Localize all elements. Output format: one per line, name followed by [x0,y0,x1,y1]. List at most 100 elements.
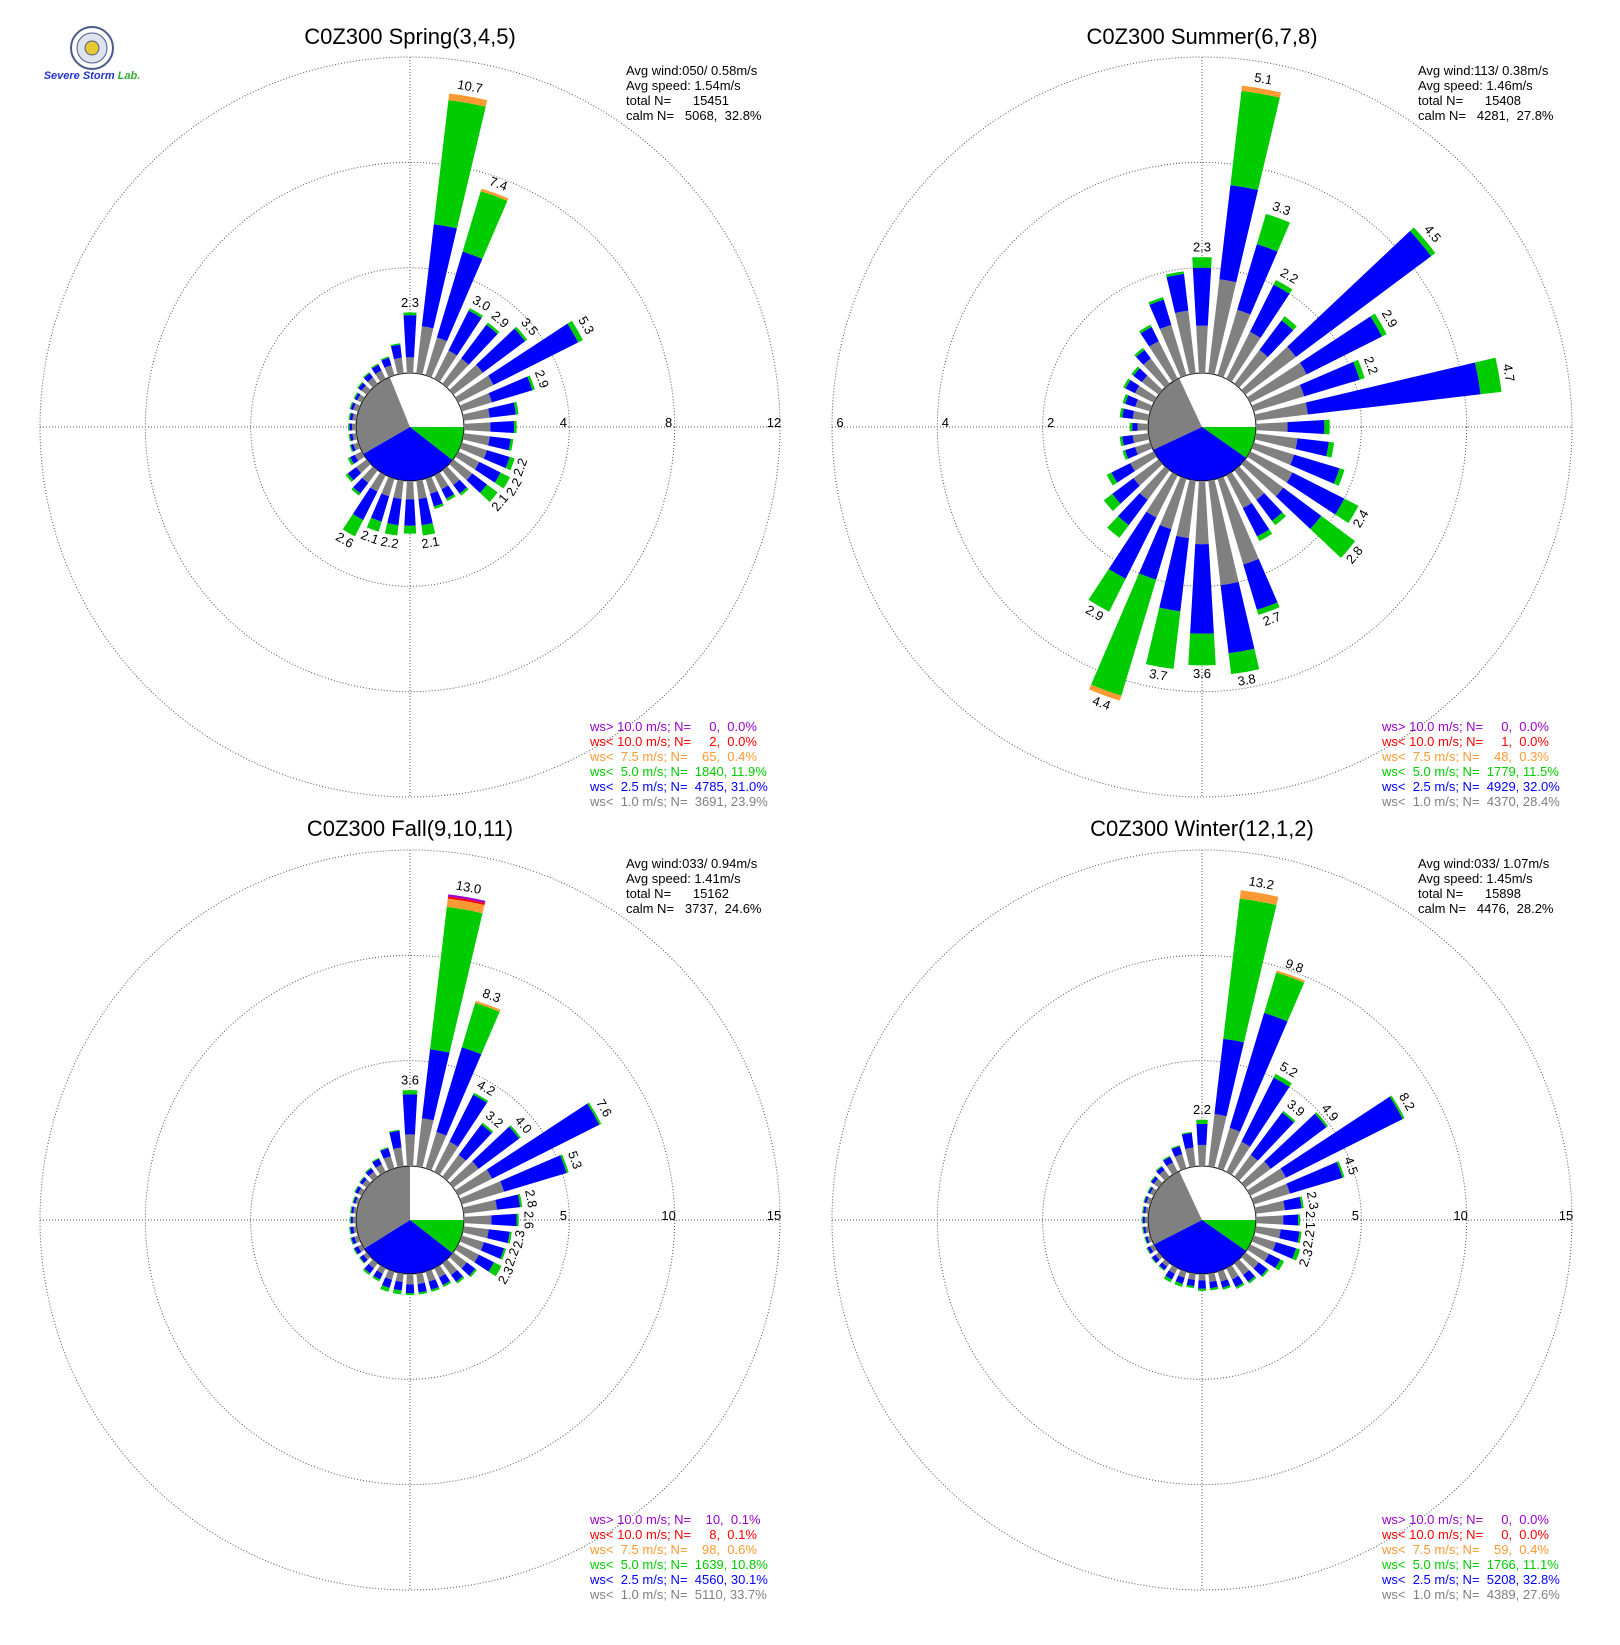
ring-label: 6 [836,415,843,430]
bar-segment-gray [1208,1272,1217,1283]
wind-bar: 2.3 [462,1226,528,1249]
bar-segment-gray [1208,1114,1227,1168]
bar-segment-green [516,1213,519,1227]
bar-segment-blue [354,1246,362,1255]
bar-segment-blue [1295,438,1329,457]
calm-pie-slice [1202,373,1256,427]
bar-segment-blue [349,454,359,464]
calm-pie-slice [1179,1166,1202,1220]
legend-entry: ws> 10.0 m/s; N= 0, 0.0% [589,719,757,734]
bar-segment-gray [1146,1196,1153,1205]
bar-segment-gray [405,1134,415,1167]
wind-bar [1186,1272,1196,1289]
wind-bar: 9.8 [1217,956,1306,1171]
bar-segment-blue [1290,454,1340,484]
calm-pie-slice [1179,373,1202,427]
bar-segment-green [1103,493,1121,511]
bar-segment-gray [1197,1144,1207,1167]
wind-bar [449,1252,477,1278]
bar-segment-gray [1234,1154,1258,1181]
wind-bar [463,420,517,434]
wind-bar [380,356,395,378]
bar-segment-gray [416,326,434,375]
bar-segment-green [1272,512,1286,526]
bar-segment-blue [1264,1113,1327,1169]
bar-segment-green [1144,1237,1148,1244]
wind-bar [434,472,456,502]
bar-segment-blue [491,1213,517,1227]
bar-segment-gray [1254,402,1308,421]
bar-segment-gray [442,466,460,486]
bar-segment-gray [462,1226,489,1239]
bar-segment-blue [1112,478,1140,504]
calm-pie-slice [364,1220,453,1274]
bar-segment-blue [453,479,467,494]
bar-segment-gray [1217,476,1259,565]
bar-segment-green [468,308,484,319]
bar-total-label: 2.9 [532,368,552,390]
wind-bar: 4.5 [1251,1155,1361,1205]
bar-segment-gray [1255,422,1288,432]
bar-segment-green [1088,568,1126,612]
bar-segment-blue [1280,1096,1403,1178]
bar-segment-gray [416,479,427,499]
bar-segment-purple [448,894,486,903]
bar-segment-blue [1171,1146,1183,1157]
bar-segment-gray [1241,346,1296,395]
wind-rose-panel: 5 10 153.613.08.34.23.2 4.07.65.32.82.62.32… [39,816,781,1602]
wind-bar [1142,1226,1150,1234]
bar-segment-blue [1214,1038,1244,1117]
wind-bar [416,1272,428,1295]
wind-bar [379,1147,395,1171]
bar-segment-gray [463,1215,492,1225]
wind-bar [347,451,365,466]
bar-segment-gray [1130,451,1157,472]
bar-segment-green [353,1248,358,1255]
bar-segment-gray [1217,1269,1228,1282]
calm-pie-slice [355,376,410,454]
bar-segment-green [1106,472,1118,486]
bar-segment-blue [1283,1196,1302,1211]
wind-bar: 3.9 [1234,1096,1308,1181]
bar-segment-gray [1145,1226,1150,1234]
wind-bar [1119,433,1150,447]
bar-segment-blue [1220,582,1255,654]
bar-segment-green [1119,407,1124,418]
calm-pie-slice [410,1220,464,1254]
bar-segment-gray [449,364,483,395]
bar-total-label: 4.4 [1090,693,1112,713]
bar-segment-gray [1226,472,1252,509]
calm-pie-slice [410,427,465,461]
wind-bar [1129,422,1149,432]
bar-segment-gray [1146,472,1178,518]
bar-segment-blue [1138,524,1172,580]
bar-segment-blue [389,1130,402,1149]
calm-pie-slice [410,373,464,427]
bar-segment-green [1275,1259,1285,1271]
bar-segment-gray [385,1269,395,1280]
bar-segment-gray [459,1181,505,1205]
legend-entry: ws< 5.0 m/s; N= 1639, 10.8% [589,1557,768,1572]
bar-segment-gray [381,476,395,497]
wind-bar: 2.2 [1226,265,1301,382]
bar-segment-green [354,1185,359,1193]
bar-segment-gray [1149,341,1178,382]
bar-segment-green [1257,529,1273,542]
bar-segment-green [421,523,436,536]
bar-segment-gray [462,1199,498,1214]
wind-bar [349,1216,357,1224]
bar-total-label: 2.2 [1300,1229,1318,1249]
bar-segment-blue [380,1148,391,1159]
bar-segment-blue [390,344,402,360]
bar-segment-gray [1132,410,1150,421]
bar-segment-green [481,1122,494,1134]
bar-segment-blue [364,1263,374,1274]
bar-segment-green [1162,1155,1171,1161]
bar-segment-gray [1254,433,1298,450]
bar-segment-blue [430,491,443,507]
bar-segment-gray [368,1259,378,1269]
wind-bar: 2.6 [463,1211,536,1229]
bar-segment-green [1139,324,1152,334]
bar-segment-blue [404,499,416,526]
bar-total-label: 4.7 [1500,363,1518,383]
